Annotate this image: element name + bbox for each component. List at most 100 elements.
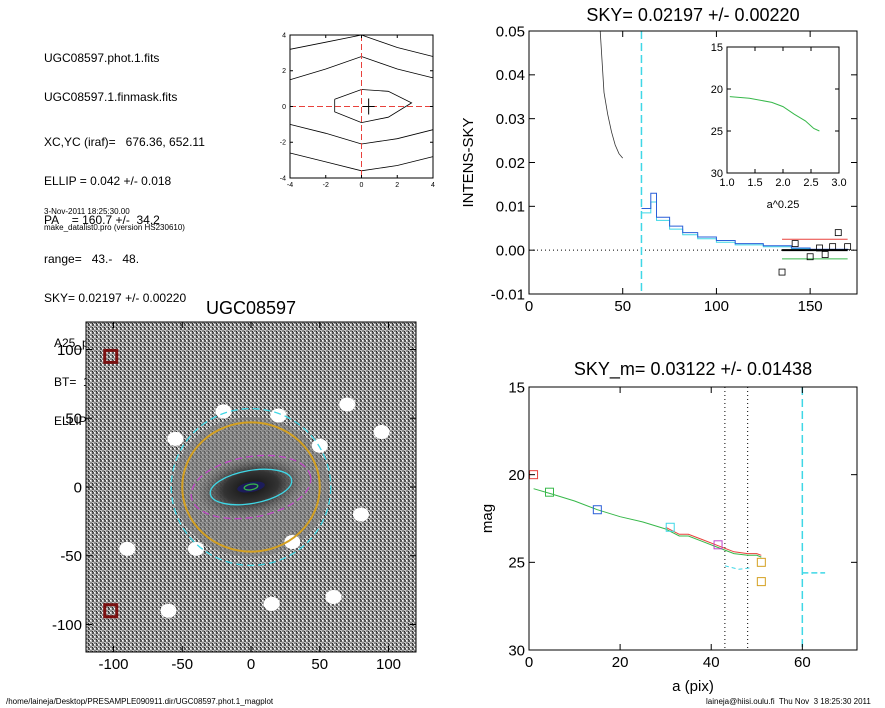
contour-y-label: 4 bbox=[282, 32, 286, 39]
image-marker-box bbox=[103, 348, 119, 364]
sky-x-label: 100 bbox=[704, 298, 729, 315]
sky-title: SKY= 0.02197 +/- 0.00220 bbox=[586, 5, 799, 25]
contour-x-label: 4 bbox=[431, 182, 435, 189]
sky-blue-step-line bbox=[641, 192, 849, 251]
info-line-file: UGC08597.phot.1.fits bbox=[44, 51, 160, 65]
mag-square-point bbox=[592, 505, 602, 515]
image-masked-star bbox=[119, 541, 136, 556]
image-masked-star bbox=[263, 596, 280, 611]
image-y-label: -100 bbox=[52, 617, 82, 634]
sky-square-point bbox=[844, 243, 852, 251]
sky-ylabel: INTENS-SKY bbox=[460, 117, 477, 207]
image-title: UGC08597 bbox=[206, 298, 296, 318]
image-masked-star bbox=[188, 541, 204, 556]
contour-y-label: 2 bbox=[282, 68, 286, 75]
image-masked-star bbox=[270, 408, 287, 423]
image-y-label: 0 bbox=[74, 479, 82, 496]
mag-square-point bbox=[545, 487, 554, 497]
image-fit-ellipse bbox=[243, 483, 259, 491]
sky-y-label: 0.03 bbox=[496, 111, 525, 128]
info-line-mask: UGC08597.1.finmask.fits bbox=[44, 90, 178, 104]
sky-square-point bbox=[778, 268, 786, 276]
sky-y-label: 0.02 bbox=[496, 155, 525, 172]
image-y-label: 100 bbox=[57, 342, 82, 359]
sky-square-point bbox=[829, 243, 837, 251]
sky-square-point bbox=[834, 229, 842, 237]
image-masked-star bbox=[215, 404, 232, 419]
contour-y-label: -4 bbox=[280, 175, 286, 182]
mag-title: SKY_m= 0.03122 +/- 0.01438 bbox=[574, 359, 812, 380]
inset-x-label: 3.0 bbox=[831, 177, 846, 189]
sky-square-point bbox=[791, 240, 799, 247]
inset-y-label: 30 bbox=[711, 168, 723, 180]
sky-x-label: 0 bbox=[525, 298, 533, 315]
image-galaxy-core bbox=[237, 481, 265, 493]
info-line-center: XC,YC (iraf)= 676.36, 652.11 bbox=[44, 135, 205, 149]
contour-x-label: 2 bbox=[395, 182, 399, 189]
inset-y-label: 15 bbox=[711, 42, 723, 54]
sky-y-label: 0.04 bbox=[496, 67, 525, 84]
mag-x-label: 0 bbox=[525, 654, 533, 671]
image-masked-star bbox=[311, 438, 328, 453]
image-y-label: -50 bbox=[60, 548, 82, 565]
mag-square-point bbox=[665, 522, 675, 532]
inset-xlabel: a^0.25 bbox=[767, 199, 800, 211]
inset-x-label: 1.5 bbox=[747, 177, 762, 189]
image-x-label: 50 bbox=[311, 656, 328, 673]
info-line-pa: PA = 160.7 +/- 34.2 bbox=[44, 213, 160, 227]
image-masked-star bbox=[373, 425, 390, 439]
info-line-ellip: ELLIP = 0.042 +/- 0.018 bbox=[44, 174, 172, 188]
inset-background bbox=[727, 47, 839, 173]
info-program: make_datalist0.pro (version HS230610) bbox=[44, 223, 185, 232]
image-x-label: -100 bbox=[98, 656, 128, 673]
info-line-range: range= 43.- 48. bbox=[44, 252, 140, 266]
image-x-label: 100 bbox=[376, 656, 401, 673]
sky-y-label: -0.01 bbox=[491, 286, 525, 303]
mag-y-label: 20 bbox=[508, 467, 525, 484]
image-masked-star bbox=[353, 507, 369, 522]
image-masked-star bbox=[160, 603, 177, 618]
info-line-sky: SKY= 0.02197 +/- 0.00220 bbox=[44, 291, 187, 305]
mag-cyan-profile-line bbox=[724, 565, 753, 570]
sky-profile-line bbox=[599, 30, 624, 159]
mag-y-label: 30 bbox=[508, 642, 525, 659]
contour-x-label: -4 bbox=[287, 182, 293, 189]
mag-red-profile-line bbox=[665, 526, 762, 556]
mag-y-label: 25 bbox=[508, 555, 525, 572]
image-fit-ellipse bbox=[209, 468, 293, 506]
image-fit-ellipse bbox=[181, 421, 321, 553]
sky-square-point bbox=[816, 244, 823, 252]
image-masked-star bbox=[339, 397, 356, 412]
inset-x-label: 2.5 bbox=[803, 177, 818, 189]
inset-x-label: 1.0 bbox=[719, 177, 734, 189]
inset-x-label: 2.0 bbox=[775, 177, 790, 189]
mag-square-point bbox=[756, 577, 766, 587]
mag-ylabel: mag bbox=[479, 504, 496, 533]
image-masked-star bbox=[167, 431, 184, 446]
mag-y-label: 15 bbox=[508, 379, 525, 396]
info-timestamp: 3-Nov-2011 18:25:30.00 bbox=[44, 207, 130, 216]
sky-x-label: 50 bbox=[614, 298, 631, 315]
image-fit-ellipse bbox=[170, 407, 332, 567]
footer-path: /home/laineja/Desktop/PRESAMPLE090911.di… bbox=[6, 697, 274, 706]
mag-x-label: 20 bbox=[612, 654, 629, 671]
contour-x-label: 0 bbox=[360, 182, 364, 189]
footer-user: laineja@hiisi.oulu.fi Thu Nov 3 18:25:30… bbox=[706, 697, 871, 706]
inset-y-label: 20 bbox=[711, 84, 723, 96]
image-x-label: 0 bbox=[247, 656, 255, 673]
mag-x-label: 40 bbox=[703, 654, 720, 671]
sky-y-label: 0.01 bbox=[496, 199, 525, 216]
sky-y-label: 0.00 bbox=[496, 242, 525, 259]
inset-profile-line bbox=[729, 96, 820, 132]
image-y-label: 50 bbox=[65, 411, 82, 428]
mag-frame bbox=[528, 386, 858, 651]
mag-xlabel: a (pix) bbox=[672, 678, 714, 695]
image-fit-ellipse bbox=[190, 454, 312, 520]
image-marker-box bbox=[103, 603, 119, 619]
inset-y-label: 25 bbox=[711, 126, 723, 138]
image-masked-star bbox=[325, 590, 342, 604]
contour-y-label: 0 bbox=[282, 104, 286, 111]
contour-x-label: -2 bbox=[323, 182, 329, 189]
mag-x-label: 60 bbox=[794, 654, 811, 671]
